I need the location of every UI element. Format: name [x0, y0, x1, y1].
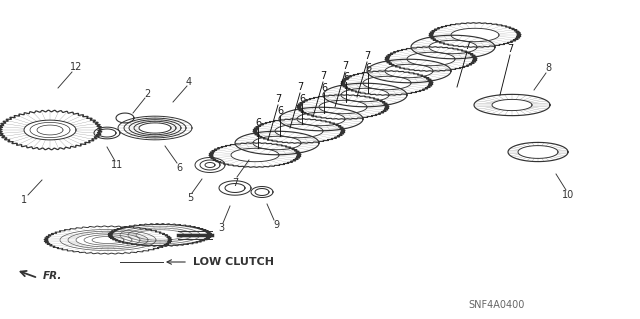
Text: SNF4A0400: SNF4A0400 [468, 300, 524, 310]
Text: 6: 6 [176, 163, 182, 173]
Text: 6: 6 [321, 83, 327, 93]
Text: 7: 7 [342, 61, 348, 71]
Text: LOW CLUTCH: LOW CLUTCH [193, 257, 274, 267]
Text: 8: 8 [545, 63, 551, 73]
Text: 11: 11 [111, 160, 123, 170]
Text: 1: 1 [21, 195, 27, 205]
Text: 7: 7 [364, 51, 370, 61]
Text: 7: 7 [232, 178, 238, 188]
Text: 6: 6 [299, 94, 305, 104]
Text: 6: 6 [343, 72, 349, 82]
Text: 10: 10 [562, 190, 574, 200]
Text: 3: 3 [218, 223, 224, 233]
Text: 9: 9 [273, 220, 279, 230]
Text: 7: 7 [320, 71, 326, 81]
Text: 7: 7 [464, 41, 470, 51]
Text: FR.: FR. [43, 271, 62, 281]
Text: 7: 7 [297, 82, 303, 92]
Text: 6: 6 [277, 106, 283, 116]
Text: 2: 2 [144, 89, 150, 99]
Text: 4: 4 [186, 77, 192, 87]
Text: 5: 5 [187, 193, 193, 203]
Text: 7: 7 [507, 44, 513, 54]
Text: 6: 6 [365, 63, 371, 73]
Text: 12: 12 [70, 62, 82, 72]
Text: 7: 7 [275, 94, 281, 104]
Text: 6: 6 [255, 118, 261, 128]
